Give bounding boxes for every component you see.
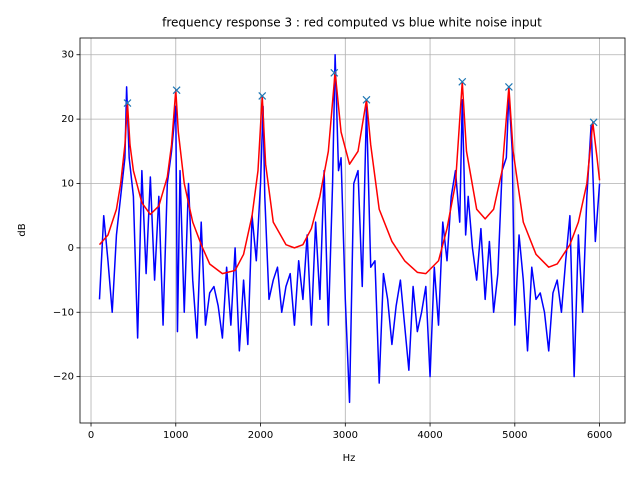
chart-title: frequency response 3 : red computed vs b… [162,16,542,30]
peak-marker [172,86,181,95]
peak-marker [362,95,371,104]
x-tick-label: 3000 [333,430,358,441]
peak-marker [330,68,339,77]
x-tick-label: 6000 [587,430,612,441]
peak-marker [258,92,267,100]
y-tick-label: −10 [53,307,74,318]
peak-marker [504,83,513,91]
peak-marker [458,77,467,86]
x-axis-label: Hz [343,453,356,464]
x-tick-label: 2000 [248,430,273,441]
series-line [98,71,601,275]
x-tick-label: 5000 [502,430,527,441]
x-tick-label: 0 [88,430,94,441]
series-line [98,53,601,404]
y-tick-label: 20 [61,114,74,125]
x-tick-label: 1000 [163,430,188,441]
y-tick-label: 30 [61,50,74,61]
y-tick-label: 0 [68,243,74,254]
y-tick-label: −20 [53,372,74,383]
y-axis-label: dB [17,223,28,236]
plot-frame [79,37,626,424]
peak-marker [123,99,132,107]
x-tick-label: 4000 [417,430,442,441]
peak-marker [589,118,598,127]
y-tick-label: 10 [61,179,74,190]
